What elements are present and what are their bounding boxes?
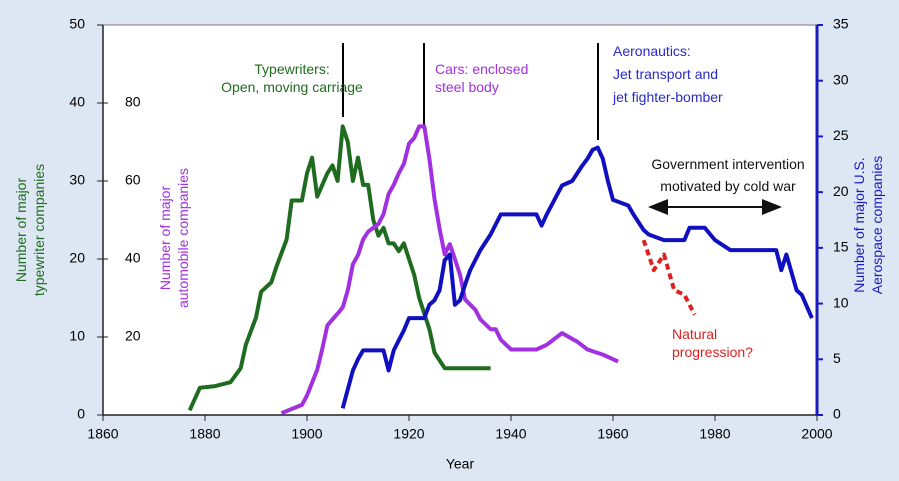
- x-tick-label: 1980: [699, 426, 730, 442]
- x-tick-label: 1880: [189, 426, 220, 442]
- y2-tick-label: 15: [833, 239, 849, 255]
- y3-tick-label: 20: [125, 328, 141, 344]
- annotation: Cars: enclosed steel body: [435, 61, 528, 95]
- y2-tick-label: 20: [833, 183, 849, 199]
- annotation: Typewriters: Open, moving carriage: [221, 61, 363, 95]
- y3-tick-label: 40: [125, 250, 141, 266]
- axis-label: Number of major automobile companies: [157, 168, 191, 308]
- x-tick-label: 1940: [495, 426, 526, 442]
- y-tick-label: 40: [69, 94, 85, 110]
- axis-label-line: Aerospace companies: [869, 156, 885, 295]
- annotation-line: Jet transport and: [613, 66, 718, 82]
- y2-tick-label: 35: [833, 16, 849, 32]
- series-line: [280, 124, 619, 415]
- annotation-line: steel body: [435, 79, 499, 95]
- y3-tick-label: 60: [125, 172, 141, 188]
- annotation-line: motivated by cold war: [660, 178, 796, 194]
- x-tick-label: 2000: [801, 426, 832, 442]
- annotation-line: Typewriters:: [254, 61, 329, 77]
- annotation-line: Cars: enclosed: [435, 61, 528, 77]
- annotation: Natural progression?: [672, 326, 753, 360]
- x-tick-label: 1960: [597, 426, 628, 442]
- x-tick-label: 1860: [87, 426, 118, 442]
- annotation: Aeronautics: Jet transport and jet fighter…: [612, 43, 723, 105]
- series-line: [641, 239, 697, 316]
- axis-label-line: typewriter companies: [31, 164, 47, 296]
- annotation-line: progression?: [672, 344, 753, 360]
- axis-label: Number of major U.S. Aerospace companies: [851, 156, 885, 295]
- y-tick-label: 0: [77, 406, 85, 422]
- y-tick-label: 50: [69, 16, 85, 32]
- x-tick-label: 1900: [291, 426, 322, 442]
- series-line: [187, 124, 491, 412]
- y-tick-label: 20: [69, 250, 85, 266]
- y-tick-label: 10: [69, 328, 85, 344]
- axis-label-line: Number of major U.S.: [851, 157, 867, 292]
- axis-label: Number of major typewriter companies: [13, 164, 47, 296]
- y2-tick-label: 25: [833, 127, 849, 143]
- annotation-line: Open, moving carriage: [221, 79, 363, 95]
- y-tick-label: 30: [69, 172, 85, 188]
- y2-tick-label: 30: [833, 71, 849, 87]
- y2-tick-label: 0: [833, 406, 841, 422]
- axis-label-line: automobile companies: [175, 168, 191, 308]
- plot-area: [103, 25, 817, 415]
- annotation-line: Government intervention: [651, 156, 804, 172]
- axis-label-line: Number of major: [13, 178, 29, 283]
- annotation-line: jet fighter-bomber: [612, 89, 723, 105]
- x-axis-label: Year: [446, 456, 475, 472]
- y2-tick-label: 10: [833, 294, 849, 310]
- y3-tick-label: 80: [125, 94, 141, 110]
- annotation-line: Aeronautics:: [613, 43, 691, 59]
- axis-label-line: Number of major: [157, 186, 173, 291]
- y2-tick-label: 5: [833, 350, 841, 366]
- annotation: Government intervention motivated by cold…: [651, 156, 804, 194]
- series-line: [340, 145, 814, 409]
- x-tick-label: 1920: [393, 426, 424, 442]
- annotation-line: Natural: [672, 326, 717, 342]
